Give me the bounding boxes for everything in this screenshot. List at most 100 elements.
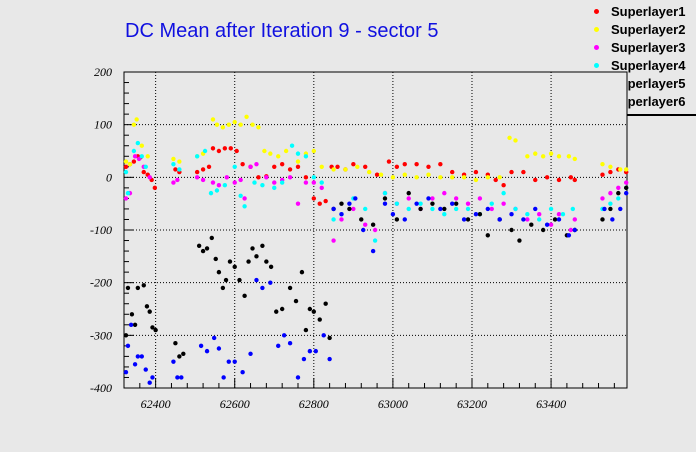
data-point-superlayer1 bbox=[200, 167, 206, 172]
data-point-superlayer3 bbox=[548, 222, 554, 227]
legend-label: Superlayer1 bbox=[611, 3, 686, 19]
data-point-superlayer5 bbox=[359, 217, 364, 222]
data-point-superlayer2 bbox=[525, 154, 530, 159]
data-point-superlayer4 bbox=[418, 201, 423, 206]
data-point-superlayer2 bbox=[220, 125, 226, 130]
data-point-superlayer5 bbox=[529, 222, 534, 227]
data-point-superlayer6 bbox=[353, 196, 358, 201]
data-point-superlayer4 bbox=[194, 154, 200, 159]
data-point-superlayer4 bbox=[279, 180, 285, 185]
data-point-superlayer2 bbox=[226, 122, 231, 127]
legend-item: Superlayer2 bbox=[590, 20, 696, 38]
data-point-superlayer6 bbox=[544, 222, 550, 227]
data-point-superlayer6 bbox=[624, 190, 629, 196]
data-point-superlayer5 bbox=[216, 269, 222, 275]
data-point-superlayer6 bbox=[450, 201, 455, 206]
y-tick-label: -400 bbox=[90, 381, 112, 395]
x-tick-label: 63400 bbox=[536, 397, 566, 411]
data-point-superlayer6 bbox=[556, 217, 562, 222]
data-point-superlayer2 bbox=[131, 122, 137, 127]
data-point-superlayer1 bbox=[228, 146, 233, 151]
data-point-superlayer1 bbox=[608, 169, 613, 175]
data-point-superlayer1 bbox=[568, 175, 574, 180]
data-point-superlayer5 bbox=[600, 217, 605, 222]
data-point-superlayer2 bbox=[276, 154, 281, 159]
data-point-superlayer5 bbox=[453, 201, 459, 206]
data-point-superlayer6 bbox=[254, 277, 259, 283]
data-point-superlayer2 bbox=[311, 148, 317, 154]
data-point-superlayer5 bbox=[242, 293, 247, 299]
data-point-superlayer5 bbox=[327, 335, 332, 341]
data-point-superlayer5 bbox=[204, 246, 210, 251]
data-point-superlayer3 bbox=[319, 185, 324, 191]
data-point-superlayer4 bbox=[242, 204, 247, 209]
data-point-superlayer5 bbox=[509, 227, 514, 233]
data-point-superlayer2 bbox=[319, 164, 324, 169]
data-point-superlayer4 bbox=[123, 169, 129, 175]
legend-item: Superlayer4 bbox=[590, 56, 696, 74]
data-point-superlayer5 bbox=[540, 227, 546, 233]
data-point-superlayer6 bbox=[139, 354, 144, 359]
data-point-superlayer1 bbox=[279, 161, 285, 167]
legend-label: Superlayer5 bbox=[611, 75, 686, 91]
data-point-superlayer3 bbox=[489, 206, 494, 212]
data-point-superlayer3 bbox=[295, 201, 301, 206]
data-point-superlayer3 bbox=[465, 201, 471, 206]
data-point-superlayer6 bbox=[602, 206, 607, 212]
data-point-superlayer2 bbox=[507, 135, 512, 141]
data-point-superlayer4 bbox=[139, 154, 144, 159]
data-point-superlayer4 bbox=[272, 185, 277, 191]
data-point-superlayer2 bbox=[139, 143, 144, 148]
y-tick-label: -200 bbox=[90, 276, 112, 290]
data-point-superlayer3 bbox=[525, 217, 530, 222]
data-point-superlayer2 bbox=[402, 172, 407, 177]
data-point-superlayer1 bbox=[493, 177, 498, 183]
data-point-superlayer5 bbox=[394, 217, 400, 222]
data-point-superlayer3 bbox=[132, 154, 138, 159]
data-point-superlayer6 bbox=[150, 375, 155, 380]
data-point-superlayer6 bbox=[179, 375, 184, 380]
legend: Superlayer1 Superlayer2 Superlayer3 Supe… bbox=[590, 2, 696, 116]
data-point-superlayer5 bbox=[339, 201, 344, 206]
data-point-superlayer5 bbox=[299, 269, 305, 275]
data-point-superlayer3 bbox=[216, 183, 222, 188]
data-point-superlayer6 bbox=[125, 343, 131, 349]
data-point-superlayer1 bbox=[438, 161, 443, 167]
legend-item: Superlayer3 bbox=[590, 38, 696, 56]
data-point-superlayer1 bbox=[386, 159, 392, 164]
data-point-superlayer5 bbox=[442, 206, 447, 212]
data-point-superlayer1 bbox=[509, 169, 514, 175]
data-point-superlayer1 bbox=[123, 164, 129, 169]
data-point-superlayer6 bbox=[226, 359, 231, 364]
data-point-superlayer6 bbox=[135, 354, 141, 359]
data-point-superlayer3 bbox=[600, 196, 605, 201]
data-point-superlayer1 bbox=[303, 175, 309, 180]
data-point-superlayer5 bbox=[323, 301, 328, 306]
data-point-superlayer4 bbox=[222, 183, 228, 188]
data-point-superlayer1 bbox=[194, 169, 200, 175]
data-point-superlayer6 bbox=[232, 359, 237, 364]
data-point-superlayer6 bbox=[426, 196, 431, 201]
data-point-superlayer4 bbox=[560, 212, 566, 217]
data-point-superlayer4 bbox=[442, 212, 447, 217]
data-point-superlayer3 bbox=[430, 196, 435, 201]
data-point-superlayer4 bbox=[513, 206, 518, 212]
data-point-superlayer5 bbox=[264, 259, 269, 264]
data-point-superlayer4 bbox=[382, 190, 388, 196]
data-point-superlayer4 bbox=[570, 206, 576, 212]
data-point-superlayer1 bbox=[374, 172, 380, 177]
data-point-superlayer6 bbox=[240, 370, 245, 375]
data-point-superlayer5 bbox=[608, 206, 613, 212]
legend-marker-icon bbox=[594, 44, 599, 50]
data-point-superlayer3 bbox=[406, 196, 411, 201]
data-point-superlayer4 bbox=[331, 217, 336, 222]
data-point-superlayer1 bbox=[533, 177, 538, 183]
data-point-superlayer2 bbox=[268, 151, 273, 156]
data-point-superlayer3 bbox=[556, 212, 562, 217]
data-point-superlayer1 bbox=[600, 172, 605, 177]
data-point-superlayer1 bbox=[152, 185, 158, 191]
data-point-superlayer4 bbox=[252, 180, 257, 185]
data-point-superlayer1 bbox=[501, 183, 506, 188]
data-point-superlayer6 bbox=[521, 217, 526, 222]
data-point-superlayer3 bbox=[242, 196, 247, 201]
